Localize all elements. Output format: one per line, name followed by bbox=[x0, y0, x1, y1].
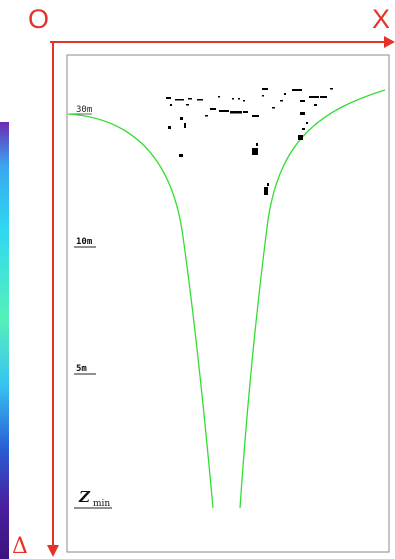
z-axis-arrow bbox=[47, 545, 59, 557]
depth-label-10m: 10m bbox=[76, 237, 93, 247]
x-axis-label: X bbox=[372, 4, 390, 34]
origin-label: O bbox=[28, 4, 49, 34]
depth-label-zmin-sub: min bbox=[93, 499, 110, 509]
depth-label-zmin-main: Z bbox=[78, 488, 91, 506]
z-axis-label: Δ bbox=[12, 534, 28, 559]
depth-label-5m: 5m bbox=[76, 364, 87, 374]
x-axis-arrow bbox=[384, 36, 395, 48]
depth-label-30m: 30m bbox=[76, 105, 92, 115]
image-frame bbox=[67, 55, 389, 552]
